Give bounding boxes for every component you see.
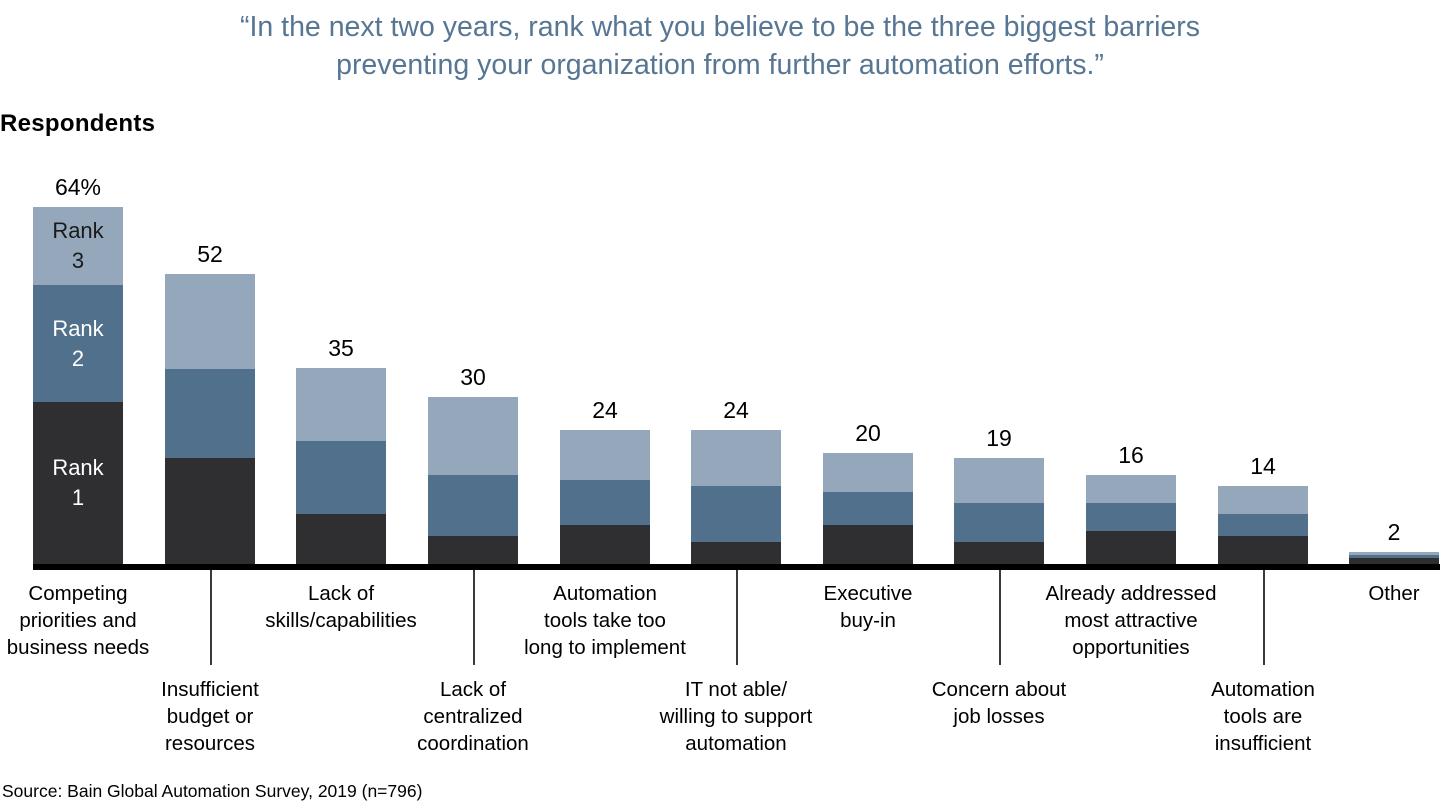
- x-axis-label-automation-tools-are-insufficient: Automation tools are insufficient: [1211, 678, 1315, 755]
- competing-priorities-and-business-needs-rank3-segment: Rank 3: [33, 207, 123, 285]
- x-axis-label-competing-priorities-and-business-needs: Competing priorities and business needs: [6, 582, 150, 659]
- x-axis-label-it-not-able-willing-to-support-automation: IT not able/ willing to support automati…: [659, 678, 813, 755]
- insufficient-budget-or-resources-rank2-segment: [165, 369, 255, 458]
- x-axis-label-executive-buy-in: Executive buy-in: [823, 582, 913, 632]
- bar-value-label-insufficient-budget-or-resources: 52: [197, 241, 223, 267]
- bar-value-label-automation-tools-take-too-long-to-implement: 24: [592, 397, 618, 423]
- executive-buy-in-rank3-segment: [823, 453, 913, 492]
- bar-value-label-executive-buy-in: 20: [855, 420, 881, 446]
- bar-insufficient-budget-or-resources: [165, 274, 255, 564]
- bar-already-addressed-most-attractive-opportunities: [1086, 475, 1176, 564]
- tick-line-insufficient-budget-or-resources: [210, 570, 212, 665]
- it-not-able-willing-to-support-automation-rank2-segment: [691, 486, 781, 542]
- lack-of-centralized-coordination-rank3-segment: [428, 397, 518, 475]
- bar-lack-of-skills-capabilities: [296, 368, 386, 564]
- bar-other: [1349, 552, 1439, 564]
- x-axis-label-lack-of-skills-capabilities: Lack of skills/capabilities: [265, 582, 417, 632]
- x-axis-label-other: Other: [1368, 582, 1420, 605]
- concern-about-job-losses-rank1-segment: [954, 542, 1044, 564]
- competing-priorities-and-business-needs-rank2-segment: Rank 2: [33, 285, 123, 402]
- bar-value-label-competing-priorities-and-business-needs: 64%: [54, 174, 102, 200]
- lack-of-skills-capabilities-rank3-segment: [296, 368, 386, 441]
- x-axis-label-lack-of-centralized-coordination: Lack of centralized coordination: [417, 678, 529, 755]
- rank3-legend-label: Rank 3: [52, 218, 104, 273]
- already-addressed-most-attractive-opportunities-rank3-segment: [1086, 475, 1176, 503]
- automation-tools-take-too-long-to-implement-rank1-segment: [560, 525, 650, 564]
- chart-title: “In the next two years, rank what you be…: [0, 8, 1440, 84]
- tick-line-lack-of-centralized-coordination: [473, 570, 475, 665]
- chart-title-line2: preventing your organization from furthe…: [336, 49, 1104, 81]
- automation-tools-are-insufficient-rank2-segment: [1218, 514, 1308, 536]
- bar-value-label-already-addressed-most-attractive-opportunities: 16: [1118, 442, 1144, 468]
- concern-about-job-losses-rank3-segment: [954, 458, 1044, 503]
- executive-buy-in-rank2-segment: [823, 492, 913, 525]
- insufficient-budget-or-resources-rank3-segment: [165, 274, 255, 369]
- lack-of-centralized-coordination-rank2-segment: [428, 475, 518, 536]
- automation-tools-are-insufficient-rank3-segment: [1218, 486, 1308, 514]
- x-axis-label-insufficient-budget-or-resources: Insufficient budget or resources: [161, 678, 259, 755]
- insufficient-budget-or-resources-rank1-segment: [165, 458, 255, 564]
- rank1-legend-label: Rank 1: [52, 455, 104, 510]
- source-note: Source: Bain Global Automation Survey, 2…: [2, 781, 423, 801]
- it-not-able-willing-to-support-automation-rank3-segment: [691, 430, 781, 486]
- bar-it-not-able-willing-to-support-automation: [691, 430, 781, 564]
- bar-automation-tools-take-too-long-to-implement: [560, 430, 650, 564]
- bar-value-label-automation-tools-are-insufficient: 14: [1250, 453, 1276, 479]
- x-axis-label-automation-tools-take-too-long-to-implement: Automation tools take too long to implem…: [524, 582, 686, 659]
- bar-competing-priorities-and-business-needs: Rank 3 Rank 2 Rank 1: [33, 207, 123, 564]
- it-not-able-willing-to-support-automation-rank1-segment: [691, 542, 781, 564]
- lack-of-skills-capabilities-rank2-segment: [296, 441, 386, 514]
- automation-tools-take-too-long-to-implement-rank3-segment: [560, 430, 650, 480]
- tick-line-it-not-able-willing-to-support-automation: [736, 570, 738, 665]
- automation-tools-take-too-long-to-implement-rank2-segment: [560, 480, 650, 525]
- competing-priorities-and-business-needs-rank1-segment: Rank 1: [33, 402, 123, 564]
- lack-of-skills-capabilities-rank1-segment: [296, 514, 386, 564]
- bar-value-label-lack-of-centralized-coordination: 30: [460, 364, 486, 390]
- x-axis-label-already-addressed-most-attractive-opportunities: Already addressed most attractive opport…: [1045, 582, 1217, 659]
- y-axis-label: Respondents: [0, 110, 156, 137]
- x-axis-label-concern-about-job-losses: Concern about job losses: [931, 678, 1067, 728]
- x-axis-line: [33, 564, 1440, 570]
- other-rank3-segment: [1349, 552, 1439, 555]
- already-addressed-most-attractive-opportunities-rank2-segment: [1086, 503, 1176, 531]
- other-rank2-segment: [1349, 555, 1439, 558]
- rank2-legend-label: Rank 2: [52, 315, 104, 371]
- bar-concern-about-job-losses: [954, 458, 1044, 564]
- other-rank1-segment: [1349, 558, 1439, 564]
- bar-lack-of-centralized-coordination: [428, 397, 518, 564]
- executive-buy-in-rank1-segment: [823, 525, 913, 564]
- bar-executive-buy-in: [823, 453, 913, 564]
- bar-value-label-concern-about-job-losses: 19: [986, 425, 1012, 451]
- tick-line-automation-tools-are-insufficient: [1263, 570, 1265, 665]
- bar-value-label-other: 2: [1387, 519, 1401, 545]
- bar-value-label-lack-of-skills-capabilities: 35: [328, 335, 354, 361]
- concern-about-job-losses-rank2-segment: [954, 503, 1044, 542]
- bar-automation-tools-are-insufficient: [1218, 486, 1308, 564]
- chart-title-line1: “In the next two years, rank what you be…: [239, 11, 1201, 43]
- lack-of-centralized-coordination-rank1-segment: [428, 536, 518, 564]
- bar-value-label-it-not-able-willing-to-support-automation: 24: [723, 397, 749, 423]
- automation-tools-are-insufficient-rank1-segment: [1218, 536, 1308, 564]
- already-addressed-most-attractive-opportunities-rank1-segment: [1086, 531, 1176, 564]
- tick-line-concern-about-job-losses: [999, 570, 1001, 665]
